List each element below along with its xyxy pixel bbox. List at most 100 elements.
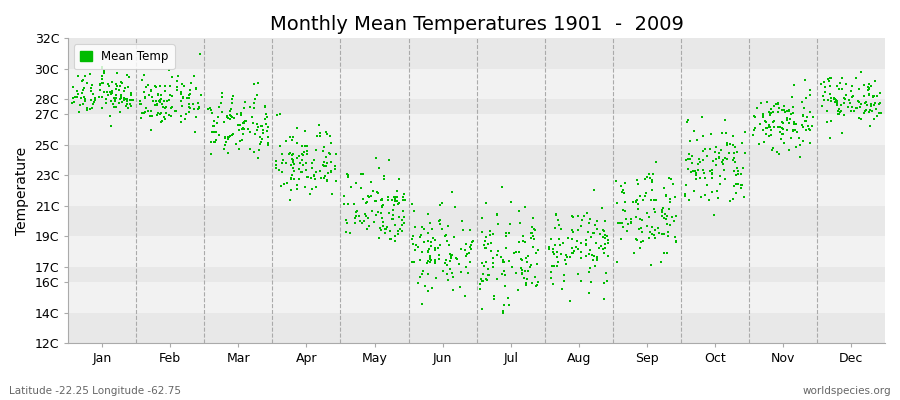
- Point: [869, 113, 884, 120]
- Point: [295, 152, 310, 158]
- Point: [524, 235, 538, 241]
- Point: [784, 134, 798, 141]
- Point: [386, 216, 400, 222]
- Point: [695, 113, 709, 120]
- Point: [165, 104, 179, 110]
- Point: [438, 233, 453, 240]
- Point: [525, 224, 539, 230]
- Point: [176, 83, 191, 89]
- Point: [565, 229, 580, 236]
- Point: [572, 227, 586, 233]
- Point: [203, 139, 218, 145]
- Point: [320, 178, 335, 185]
- Point: [712, 155, 726, 161]
- Point: [109, 94, 123, 101]
- Point: [286, 158, 301, 165]
- Point: [436, 268, 450, 274]
- Point: [727, 168, 742, 174]
- Point: [526, 232, 540, 239]
- Point: [584, 234, 598, 240]
- Point: [113, 95, 128, 102]
- Point: [655, 207, 670, 213]
- Point: [159, 98, 174, 104]
- Point: [432, 252, 446, 258]
- Point: [803, 87, 817, 93]
- Point: [384, 236, 399, 243]
- Point: [854, 69, 868, 76]
- Point: [828, 99, 842, 105]
- Point: [665, 181, 680, 187]
- Point: [337, 193, 351, 199]
- Point: [776, 119, 790, 126]
- Point: [378, 230, 392, 236]
- Point: [617, 207, 632, 214]
- Point: [339, 220, 354, 226]
- Point: [274, 142, 288, 149]
- Point: [75, 78, 89, 84]
- Point: [590, 257, 605, 264]
- Point: [528, 274, 543, 280]
- Point: [242, 146, 256, 152]
- Point: [185, 101, 200, 107]
- Point: [188, 85, 202, 91]
- Point: [486, 230, 500, 237]
- Point: [114, 98, 129, 105]
- Point: [483, 247, 498, 254]
- Point: [153, 97, 167, 104]
- Point: [592, 230, 607, 237]
- Point: [660, 220, 674, 227]
- Point: [731, 171, 745, 178]
- Point: [626, 250, 641, 256]
- Point: [583, 265, 598, 271]
- Point: [425, 285, 439, 291]
- Point: [873, 100, 887, 106]
- Point: [429, 274, 444, 281]
- Point: [656, 185, 670, 191]
- Point: [864, 101, 878, 107]
- Point: [651, 225, 665, 232]
- Point: [374, 204, 389, 210]
- Point: [205, 123, 220, 129]
- Point: [324, 139, 338, 146]
- Point: [787, 118, 801, 125]
- Point: [378, 226, 392, 232]
- Point: [387, 222, 401, 228]
- Point: [693, 174, 707, 181]
- Point: [101, 81, 115, 88]
- Point: [719, 156, 733, 162]
- Point: [230, 111, 245, 118]
- Point: [835, 74, 850, 81]
- Point: [499, 233, 513, 240]
- Point: [833, 109, 848, 116]
- Point: [247, 120, 261, 127]
- Point: [567, 248, 581, 254]
- Point: [727, 149, 742, 156]
- Point: [702, 197, 716, 204]
- Point: [630, 197, 644, 204]
- Point: [382, 228, 397, 234]
- Point: [438, 260, 453, 266]
- Point: [486, 255, 500, 261]
- Point: [251, 155, 266, 161]
- Point: [481, 266, 495, 273]
- Point: [688, 172, 703, 178]
- Point: [779, 116, 794, 123]
- Point: [645, 171, 660, 177]
- Point: [303, 191, 318, 197]
- Point: [481, 272, 495, 278]
- Point: [528, 283, 543, 290]
- Point: [149, 112, 164, 118]
- Point: [588, 230, 602, 236]
- Point: [390, 194, 404, 200]
- Point: [178, 110, 193, 117]
- Point: [525, 261, 539, 268]
- Point: [421, 230, 436, 236]
- Point: [870, 92, 885, 99]
- Title: Monthly Mean Temperatures 1901  -  2009: Monthly Mean Temperatures 1901 - 2009: [270, 15, 683, 34]
- Point: [796, 112, 810, 118]
- Point: [314, 175, 328, 181]
- Point: [284, 134, 298, 140]
- Point: [545, 280, 560, 287]
- Point: [713, 172, 727, 179]
- Point: [104, 88, 119, 94]
